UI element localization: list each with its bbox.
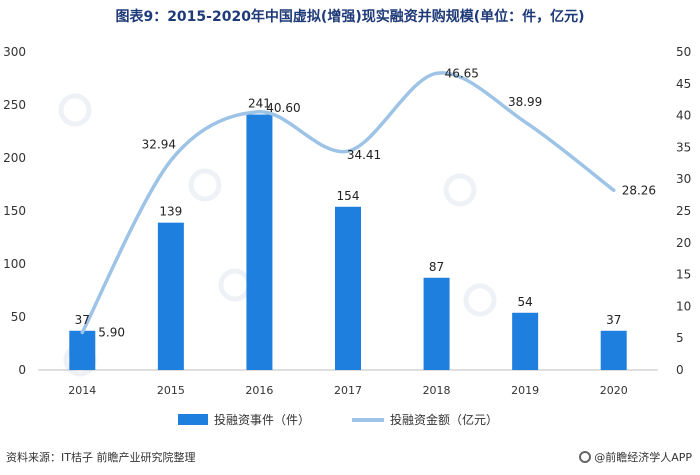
y2-tick-label: 35 xyxy=(676,140,691,154)
x-tick-label: 2018 xyxy=(423,384,451,397)
watermark-logo-icon xyxy=(218,268,252,302)
line-point xyxy=(80,330,84,334)
line-point xyxy=(346,149,350,153)
x-tick-label: 2016 xyxy=(245,384,273,397)
y2-tick-label: 40 xyxy=(676,109,691,123)
x-tick-label: 2017 xyxy=(334,384,362,397)
y-tick-label: 150 xyxy=(3,204,26,218)
line-point xyxy=(612,188,616,192)
bar xyxy=(512,312,539,370)
bar xyxy=(423,277,450,370)
y2-tick-label: 30 xyxy=(676,172,691,186)
y2-tick-label: 10 xyxy=(676,299,691,313)
legend-label-line: 投融资金额（亿元） xyxy=(390,412,498,427)
line-value-label: 34.41 xyxy=(347,148,381,162)
legend-swatch-bar xyxy=(178,414,208,425)
watermark-logo-icon xyxy=(188,168,222,202)
bar xyxy=(69,330,96,370)
bar-value-label: 154 xyxy=(337,189,360,203)
y2-tick-label: 15 xyxy=(676,268,691,282)
bar-value-label: 241 xyxy=(248,97,271,111)
chart-title: 图表9：2015-2020年中国虚拟(增强)现实融资并购规模(单位：件，亿元) xyxy=(115,9,585,25)
y2-tick-label: 45 xyxy=(676,77,691,91)
y-tick-label: 100 xyxy=(3,257,26,271)
line-point xyxy=(435,71,439,75)
watermark-logo-icon xyxy=(443,173,477,207)
watermark-logo-icon xyxy=(463,283,497,317)
bar xyxy=(246,114,273,370)
line-value-label: 46.65 xyxy=(445,66,479,80)
y2-tick-label: 0 xyxy=(676,363,684,377)
bar-value-label: 37 xyxy=(606,313,621,327)
y-tick-label: 250 xyxy=(3,98,26,112)
bar xyxy=(157,222,184,370)
line-labels: 5.90 32.94 40.60 34.41 46.65 38.99 28.26 xyxy=(98,66,656,339)
legend: 投融资事件（件） 投融资金额（亿元） xyxy=(178,412,498,427)
brand-credit: @前瞻经济学人APP xyxy=(579,449,692,465)
line-value-label: 28.26 xyxy=(622,183,656,197)
y2-tick-label: 50 xyxy=(676,45,691,59)
line-value-label: 32.94 xyxy=(142,138,176,152)
x-tick-label: 2014 xyxy=(68,384,96,397)
y2-tick-label: 20 xyxy=(676,236,691,250)
bar-value-label: 37 xyxy=(75,313,90,327)
line-point xyxy=(257,110,261,114)
y-axis-right: 0 5 10 15 20 25 30 35 40 45 50 xyxy=(676,45,691,377)
x-tick-label: 2020 xyxy=(600,384,628,397)
bar-labels: 37 139 241 154 87 54 37 xyxy=(75,97,622,327)
legend-label-bar: 投融资事件（件） xyxy=(214,412,310,427)
y-tick-label: 0 xyxy=(18,363,26,377)
y-axis-left: 0 50 100 150 200 250 300 xyxy=(3,45,26,377)
bar xyxy=(335,206,361,370)
brand-logo-icon xyxy=(579,451,592,463)
bar-value-label: 139 xyxy=(159,205,182,219)
bar-value-label: 54 xyxy=(518,295,533,309)
bar-value-label: 87 xyxy=(429,260,444,274)
y2-tick-label: 25 xyxy=(676,204,691,218)
y-tick-label: 50 xyxy=(11,310,26,324)
y2-tick-label: 5 xyxy=(676,331,684,345)
watermark-logo-icon xyxy=(58,93,92,127)
y-tick-label: 200 xyxy=(3,151,26,165)
y-tick-label: 300 xyxy=(3,45,26,59)
line-value-label: 5.90 xyxy=(98,325,125,339)
x-tick-label: 2015 xyxy=(157,384,185,397)
line-series xyxy=(80,71,616,335)
x-axis: 2014 2015 2016 2017 2018 2019 2020 xyxy=(38,369,658,397)
x-tick-label: 2019 xyxy=(511,384,539,397)
brand-credit-text: @前瞻经济学人APP xyxy=(594,451,692,464)
line-point xyxy=(523,120,527,124)
bar-series xyxy=(69,114,627,370)
bar xyxy=(600,330,627,370)
line-value-label: 40.60 xyxy=(266,101,300,115)
source-note: 资料来源：IT桔子 前瞻产业研究院整理 xyxy=(6,451,196,464)
line-point xyxy=(169,159,173,163)
line-value-label: 38.99 xyxy=(508,95,542,109)
